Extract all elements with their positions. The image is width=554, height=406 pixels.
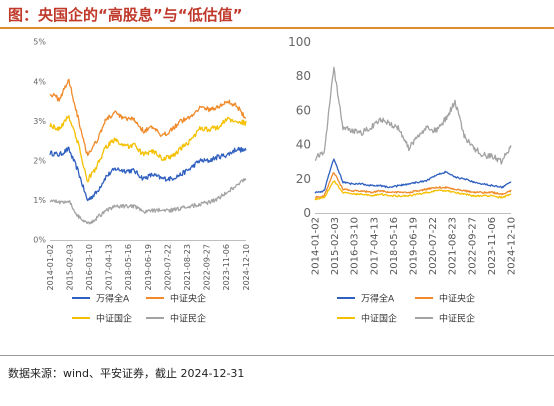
series-line-e4b8ade8af81e5a4aee4bc81: [49, 78, 247, 157]
x-tick-label: 2022-09-27: [467, 217, 478, 275]
x-tick-label: 2017-04-13: [369, 217, 380, 275]
series-line-e4b8ade8af81e6b091e4bc81: [49, 178, 247, 225]
series-line-e4b887e5be97e585a8a: [49, 146, 247, 202]
y-tick-label: 4%: [33, 77, 46, 86]
y-tick-label: 40: [296, 138, 311, 152]
legend-label: 中证民企: [439, 313, 475, 325]
legend-label: 中证央企: [170, 293, 206, 305]
footer-divider: [0, 355, 554, 356]
legend-label: 中证国企: [361, 313, 397, 325]
x-tick-label: 2021-08-23: [183, 244, 192, 291]
x-tick-label: 2015-02-03: [330, 217, 341, 275]
x-tick-label: 2018-05-16: [389, 217, 400, 275]
x-tick-label: 2017-04-13: [105, 244, 114, 291]
x-tick-label: 2019-06-19: [144, 244, 153, 291]
y-tick-label: 80: [296, 69, 311, 83]
series-line-e4b8ade8af81e5a4aee4bc81: [314, 172, 512, 199]
figure-title: 图：央国企的“高股息”与“低估值”: [8, 6, 243, 24]
legend-label: 中证央企: [439, 293, 475, 305]
x-tick-label: 2021-08-23: [448, 217, 459, 275]
x-tick-label: 2016-03-10: [350, 217, 361, 275]
y-tick-label: 60: [296, 103, 311, 117]
title-divider: [0, 27, 554, 29]
y-tick-label: 0: [303, 206, 311, 220]
x-tick-label: 2020-07-22: [428, 217, 439, 275]
x-tick-label: 2014-01-02: [46, 244, 55, 291]
series-line-e4b8ade8af81e59bbde4bc81: [314, 180, 512, 201]
legend-label: 中证国企: [96, 313, 132, 325]
dividend-yield-chart: 0% 1% 2% 3% 4% 5% 2014-01-02 2015-02-03 2016-03-…: [33, 38, 251, 325]
x-tick-label: 2024-12-10: [242, 244, 251, 291]
x-tick-label: 2023-11-06: [222, 244, 231, 291]
y-tick-label: 100: [288, 35, 311, 49]
x-tick-label: 2022-09-27: [203, 244, 212, 291]
series-line-e4b8ade8af81e59bbde4bc81: [49, 115, 247, 183]
series-line-e4b887e5be97e585a8a: [314, 158, 512, 194]
legend-label: 万得全A: [361, 293, 395, 305]
x-tick-label: 2019-06-19: [409, 217, 420, 275]
y-tick-label: 20: [296, 172, 311, 186]
valuation-chart: 0 20 40 60 80 100 2014-01-02 2015-02-03 2016-03-…: [288, 35, 518, 325]
x-tick-label: 2020-07-22: [163, 244, 172, 291]
x-tick-label: 2014-01-02: [311, 217, 322, 275]
y-tick-label: 0%: [33, 236, 46, 245]
legend-label: 中证民企: [170, 313, 206, 325]
y-tick-label: 3%: [33, 117, 46, 126]
legend-label: 万得全A: [96, 293, 130, 305]
y-tick-label: 5%: [33, 38, 46, 47]
x-tick-label: 2015-02-03: [65, 244, 74, 291]
x-tick-label: 2023-11-06: [487, 217, 498, 275]
x-tick-label: 2016-03-10: [85, 244, 94, 291]
series-line-e4b8ade8af81e6b091e4bc81: [314, 66, 512, 165]
x-tick-label: 2018-05-16: [124, 244, 133, 291]
y-tick-label: 2%: [33, 156, 46, 165]
x-tick-label: 2024-12-10: [507, 217, 518, 275]
source-note: 数据来源：wind、平安证券，截止 2024-12-31: [8, 367, 245, 380]
y-tick-label: 1%: [33, 196, 46, 205]
